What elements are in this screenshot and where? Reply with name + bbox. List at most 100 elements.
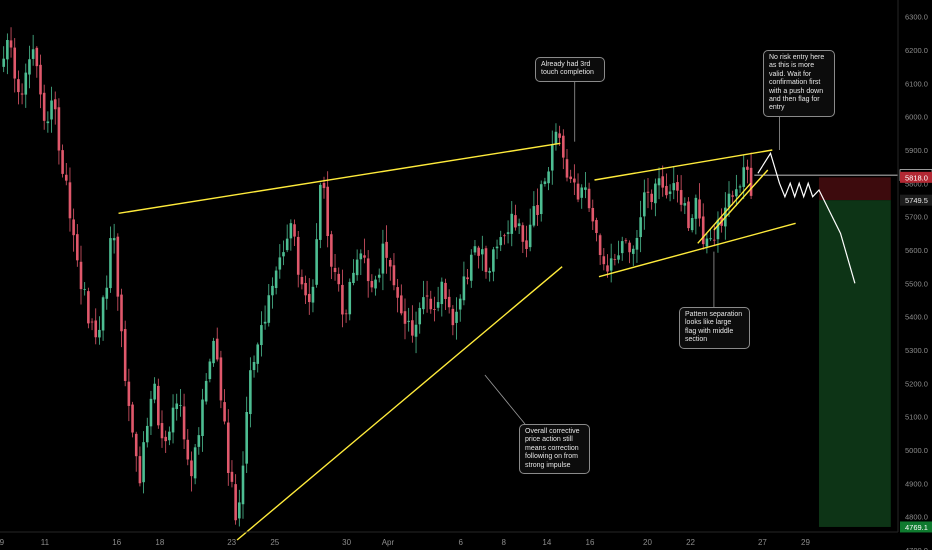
candle-body bbox=[149, 398, 153, 427]
candle bbox=[521, 222, 525, 253]
price-tick-label: 5800.0 bbox=[905, 179, 928, 188]
price-tick-label: 4700.0 bbox=[905, 546, 928, 550]
candle-body bbox=[322, 182, 326, 189]
candle bbox=[587, 182, 591, 212]
candle bbox=[363, 238, 366, 264]
candle-body bbox=[742, 167, 746, 187]
candle-body bbox=[285, 238, 289, 251]
trendline bbox=[594, 149, 773, 181]
candle bbox=[716, 211, 720, 253]
candle-body bbox=[120, 294, 123, 332]
candle bbox=[252, 355, 256, 378]
candle-body bbox=[42, 92, 46, 121]
candle bbox=[319, 182, 322, 249]
time-tick-label: 6 bbox=[458, 538, 463, 547]
candle-body bbox=[204, 380, 208, 402]
candle-body bbox=[657, 178, 661, 186]
candle-body bbox=[234, 484, 237, 521]
candle-body bbox=[388, 259, 392, 267]
candle-body bbox=[289, 223, 293, 239]
candle-body bbox=[628, 242, 631, 253]
candle bbox=[562, 129, 565, 170]
candle-body bbox=[2, 58, 5, 67]
position-zones bbox=[818, 177, 891, 527]
candle-body bbox=[168, 431, 171, 441]
annotation-3rd-touch: Already had 3rd touch completion bbox=[535, 57, 605, 82]
candle bbox=[385, 225, 388, 274]
candle bbox=[407, 307, 410, 332]
projection-path bbox=[757, 151, 856, 284]
price-label-box bbox=[900, 194, 932, 206]
candle bbox=[61, 144, 64, 178]
price-tick-label: 5100.0 bbox=[905, 413, 928, 422]
candle-body bbox=[219, 357, 223, 401]
candle bbox=[683, 197, 687, 215]
candle-body bbox=[101, 297, 105, 331]
candle bbox=[186, 429, 190, 466]
price-label-stop: 5818.0 bbox=[900, 171, 932, 183]
candle bbox=[462, 261, 466, 306]
candle-body bbox=[679, 190, 683, 205]
candle bbox=[230, 460, 234, 488]
price-tick-label: 5900.0 bbox=[905, 146, 928, 155]
candle bbox=[326, 171, 329, 248]
price-label-text: 5818.0 bbox=[905, 173, 928, 182]
candle-body bbox=[226, 422, 230, 473]
candle-body bbox=[263, 321, 267, 324]
candle bbox=[709, 228, 712, 242]
candle bbox=[271, 277, 274, 309]
candle-body bbox=[223, 402, 226, 422]
candle-body bbox=[112, 238, 116, 241]
candle-body bbox=[296, 236, 300, 275]
candle bbox=[433, 296, 436, 322]
candle bbox=[573, 164, 576, 196]
annotation-pointer bbox=[484, 374, 526, 425]
candle-body bbox=[576, 183, 580, 200]
candle-body bbox=[50, 100, 53, 120]
candle bbox=[506, 220, 510, 244]
candle-body bbox=[562, 135, 565, 158]
candle-body bbox=[444, 282, 447, 299]
candle-body bbox=[366, 258, 370, 282]
candle bbox=[657, 167, 661, 200]
candle-body bbox=[116, 236, 120, 297]
candle bbox=[282, 240, 285, 266]
candle bbox=[735, 174, 738, 207]
candle bbox=[179, 389, 182, 417]
candle bbox=[46, 111, 50, 133]
candle-body bbox=[683, 203, 687, 206]
candle bbox=[694, 194, 698, 235]
candle-body bbox=[668, 191, 672, 194]
candle-body bbox=[631, 248, 635, 254]
candle-body bbox=[709, 238, 712, 240]
candle bbox=[105, 275, 109, 310]
candle bbox=[157, 378, 160, 429]
candle bbox=[127, 368, 131, 422]
time-tick-label: 16 bbox=[112, 538, 121, 547]
candle-body bbox=[547, 171, 550, 184]
candle-body bbox=[584, 187, 587, 190]
candle bbox=[650, 189, 653, 210]
trendline bbox=[713, 169, 769, 231]
candle-body bbox=[503, 235, 506, 237]
candle-body bbox=[646, 191, 650, 193]
candle bbox=[190, 451, 193, 492]
candle-body bbox=[536, 205, 539, 215]
candle bbox=[661, 165, 665, 197]
candle-body bbox=[374, 279, 377, 289]
candle bbox=[20, 83, 24, 105]
candle bbox=[120, 288, 123, 348]
candle-body bbox=[635, 237, 639, 250]
candle bbox=[436, 286, 440, 312]
candle bbox=[311, 279, 315, 313]
candle bbox=[495, 239, 499, 260]
candle-body bbox=[514, 215, 517, 228]
candle-body bbox=[422, 297, 425, 310]
candle-body bbox=[249, 370, 252, 415]
candle bbox=[274, 266, 278, 295]
candle bbox=[175, 393, 179, 421]
candle bbox=[142, 431, 145, 494]
candle-body bbox=[665, 185, 668, 196]
candle bbox=[635, 229, 639, 263]
candle-body bbox=[543, 181, 547, 185]
